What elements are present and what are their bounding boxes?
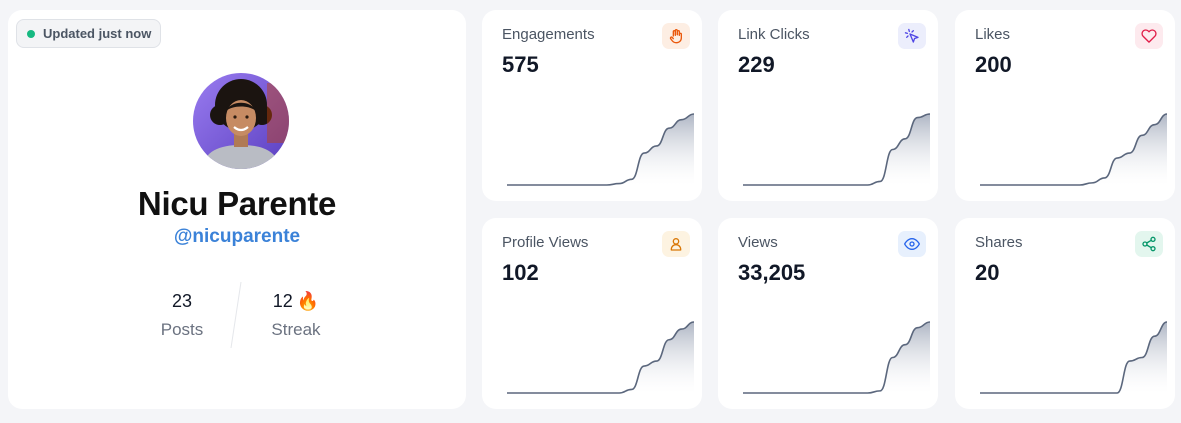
eye-icon: [898, 231, 926, 257]
metric-value: 200: [975, 52, 1012, 77]
stat-divider: [230, 282, 242, 348]
streak-value: 12 🔥: [236, 290, 356, 312]
posts-count: 23: [171, 290, 193, 311]
metric-value: 20: [975, 260, 1000, 285]
metric-card-link-clicks[interactable]: Link Clicks 229: [718, 10, 938, 201]
sparkline: [980, 321, 1168, 394]
sparkline-line: [507, 321, 695, 394]
metric-value: 33,205: [738, 260, 806, 285]
metric-card-profile-views[interactable]: Profile Views 102: [482, 218, 702, 409]
sparkline-area: [980, 322, 1167, 393]
status-badge: Updated just now: [16, 19, 162, 48]
metric-title: Views: [738, 234, 778, 251]
share-icon: [1135, 231, 1163, 257]
profile-name: Nicu Parente: [137, 185, 337, 222]
profile-handle[interactable]: @nicuparente: [173, 226, 301, 247]
sparkline: [507, 321, 695, 394]
posts-label: Posts: [160, 320, 204, 339]
stat-posts: 23 Posts: [122, 290, 242, 340]
heart-icon: [1135, 23, 1163, 49]
sparkline: [980, 113, 1168, 186]
metric-card-engagements[interactable]: Engagements 575: [482, 10, 702, 201]
sparkline: [507, 113, 695, 186]
metric-title: Engagements: [502, 26, 595, 43]
sparkline-area: [980, 114, 1167, 185]
sparkline-line: [507, 113, 695, 186]
sparkline-line: [980, 113, 1168, 186]
avatar[interactable]: [193, 73, 289, 169]
streak-label: Streak: [271, 320, 321, 339]
metric-value: 229: [738, 52, 775, 77]
metric-title: Shares: [975, 234, 1023, 251]
sparkline-area: [743, 322, 930, 393]
metric-title: Likes: [975, 26, 1011, 43]
stat-streak: 12 🔥 Streak: [236, 290, 356, 340]
metric-value: 102: [502, 260, 539, 285]
streak-count: 12: [272, 290, 293, 311]
metric-card-likes[interactable]: Likes 200: [955, 10, 1175, 201]
fire-icon: 🔥: [296, 290, 320, 311]
hand-icon: [662, 23, 690, 49]
sparkline: [743, 321, 931, 394]
sparkline: [743, 113, 931, 186]
metric-value: 575: [502, 52, 539, 77]
metric-title: Link Clicks: [738, 26, 810, 43]
sparkline-area: [507, 114, 694, 185]
sparkline-area: [507, 322, 694, 393]
metric-card-views[interactable]: Views 33,205: [718, 218, 938, 409]
metric-title: Profile Views: [502, 234, 589, 251]
sparkline-area: [743, 114, 930, 185]
cursor-click-icon: [898, 23, 926, 49]
status-dot-icon: [27, 29, 35, 38]
profile-card: Updated just now Nicu Parente @nicupa: [8, 10, 466, 409]
status-badge-label: Updated just now: [43, 26, 152, 41]
sparkline-line: [743, 113, 931, 186]
user-icon: [662, 231, 690, 257]
sparkline-line: [980, 321, 1168, 394]
metric-card-shares[interactable]: Shares 20: [955, 218, 1175, 409]
sparkline-line: [743, 321, 931, 394]
